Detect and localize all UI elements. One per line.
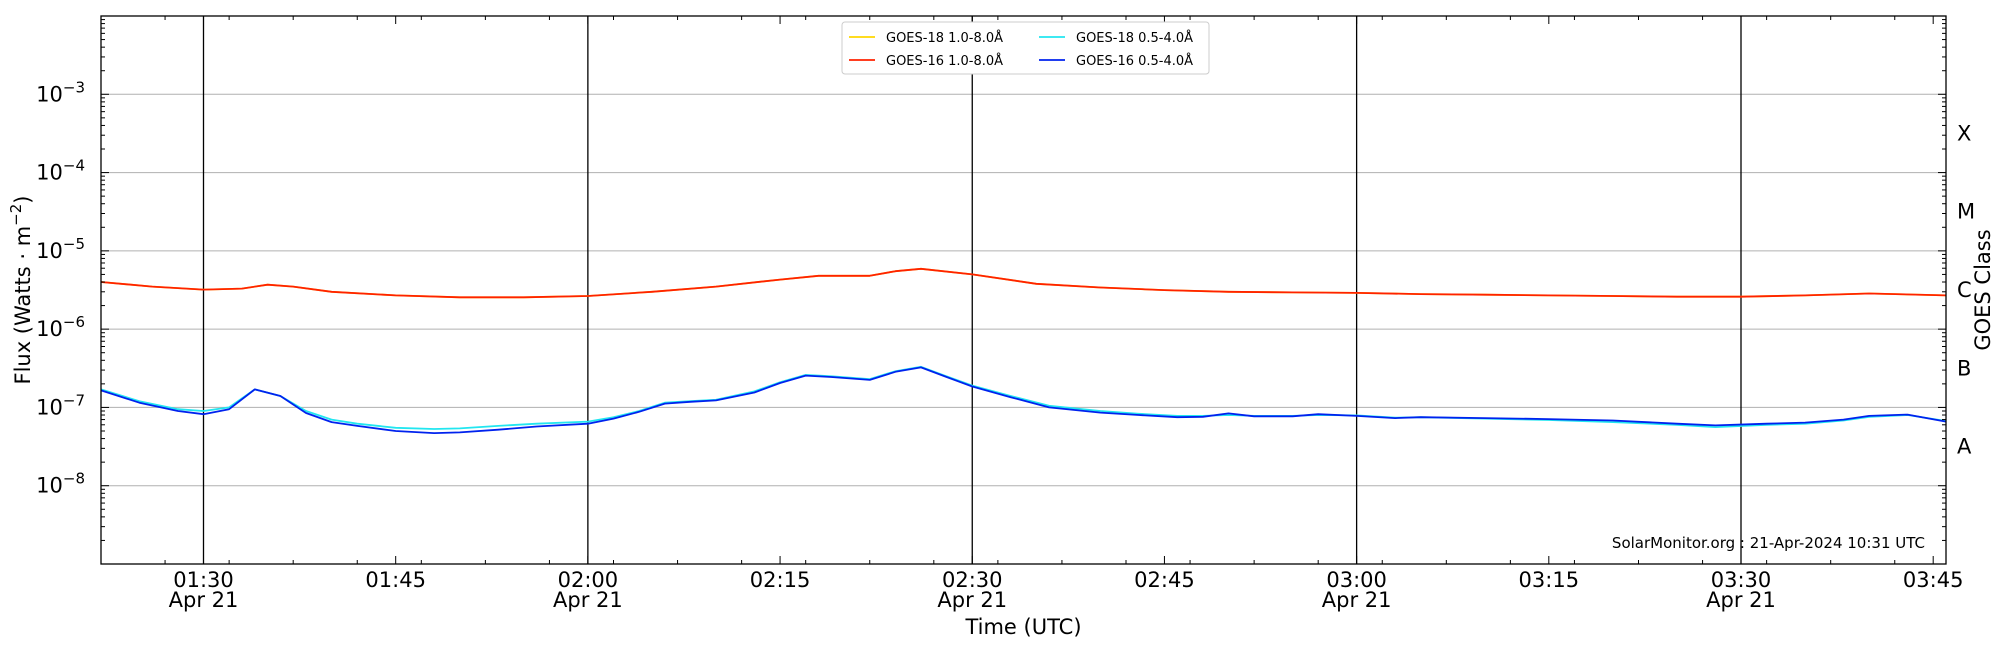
x-tick-label: 01:45 bbox=[365, 568, 426, 592]
x-tick-label: 03:30 bbox=[1711, 568, 1772, 592]
x-tick-label: 02:00 bbox=[558, 568, 619, 592]
series-line bbox=[100, 365, 1947, 430]
y-tick-exponent: −3 bbox=[63, 78, 85, 96]
grid-layer bbox=[101, 93, 1946, 487]
plot-frame bbox=[100, 15, 1947, 565]
date-marker-lines bbox=[202, 16, 1742, 564]
series-layer bbox=[100, 267, 1947, 435]
x-tick-date-label: Apr 21 bbox=[1706, 588, 1776, 612]
y-axis-title-prefix: Flux (Watts · m bbox=[11, 226, 35, 385]
y-axis-title-suffix: ) bbox=[11, 195, 35, 203]
x-tick-label: 03:45 bbox=[1903, 568, 1964, 592]
y-tick-exponent: −7 bbox=[63, 391, 85, 409]
y-tick-exponent: −8 bbox=[63, 470, 85, 488]
x-tick-date-label: Apr 21 bbox=[553, 588, 623, 612]
goes-class-label: X bbox=[1957, 121, 1971, 145]
x-tick-label: 03:00 bbox=[1326, 568, 1387, 592]
y-tick-label: 10−6 bbox=[36, 313, 85, 341]
y-tick-base: 10 bbox=[36, 82, 63, 106]
y-tick-base: 10 bbox=[36, 239, 63, 263]
x-tick-label: 01:30 bbox=[173, 568, 234, 592]
y-tick-label: 10−4 bbox=[36, 157, 85, 185]
y-axis-ticks: 10−810−710−610−510−410−3 bbox=[36, 19, 1946, 565]
x-tick-label: 02:45 bbox=[1134, 568, 1195, 592]
y-tick-base: 10 bbox=[36, 474, 63, 498]
x-tick-date-label: Apr 21 bbox=[169, 588, 239, 612]
series-line bbox=[100, 267, 1947, 299]
y-tick-label: 10−3 bbox=[36, 78, 85, 106]
y-tick-exponent: −6 bbox=[63, 313, 85, 331]
y-tick-label: 10−8 bbox=[36, 470, 85, 498]
x-tick-label: 02:30 bbox=[942, 568, 1003, 592]
x-tick-label: 03:15 bbox=[1519, 568, 1580, 592]
series-line bbox=[100, 366, 1947, 435]
y-tick-base: 10 bbox=[36, 317, 63, 341]
x-axis-title: Time (UTC) bbox=[964, 615, 1081, 639]
legend-label: GOES-16 0.5-4.0Å bbox=[1076, 53, 1193, 69]
y-tick-exponent: −5 bbox=[63, 235, 85, 253]
goes-class-label: A bbox=[1957, 435, 1972, 459]
y-tick-base: 10 bbox=[36, 395, 63, 419]
goes-class-labels: X M C B A bbox=[1957, 121, 1975, 458]
y-axis-title: Flux (Watts · m−2) bbox=[7, 195, 35, 384]
goes-class-axis-title: GOES Class bbox=[1971, 229, 1995, 350]
y-tick-label: 10−7 bbox=[36, 391, 85, 419]
series-line bbox=[100, 267, 1947, 299]
legend-label: GOES-18 1.0-8.0Å bbox=[886, 30, 1003, 46]
y-tick-label: 10−5 bbox=[36, 235, 85, 263]
legend-label: GOES-16 1.0-8.0Å bbox=[886, 53, 1003, 69]
goes-class-label: M bbox=[1957, 200, 1975, 224]
x-tick-date-label: Apr 21 bbox=[1322, 588, 1392, 612]
x-tick-label: 02:15 bbox=[750, 568, 811, 592]
y-tick-base: 10 bbox=[36, 161, 63, 185]
goes-class-label: B bbox=[1957, 356, 1971, 380]
legend: GOES-18 1.0-8.0Å GOES-16 1.0-8.0Å GOES-18 … bbox=[841, 21, 1210, 75]
y-tick-exponent: −4 bbox=[63, 157, 85, 175]
legend-label: GOES-18 0.5-4.0Å bbox=[1076, 30, 1193, 46]
credit-text: SolarMonitor.org : 21-Apr-2024 10:31 UTC bbox=[1612, 534, 1925, 552]
x-tick-date-label: Apr 21 bbox=[937, 588, 1007, 612]
y-axis-title-exponent: −2 bbox=[7, 204, 25, 226]
goes-class-label: C bbox=[1957, 278, 1972, 302]
legend-box bbox=[841, 21, 1210, 75]
